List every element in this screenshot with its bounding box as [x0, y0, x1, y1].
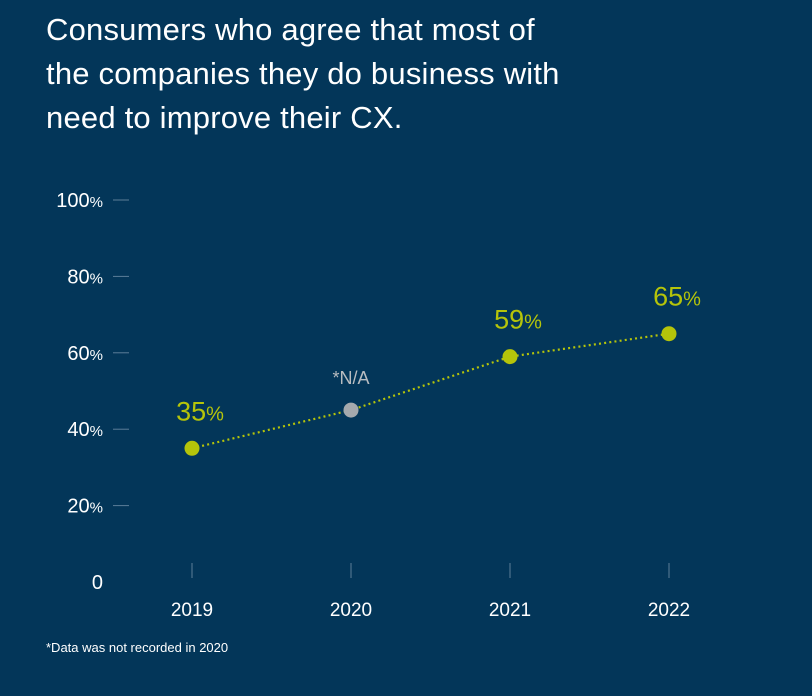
- x-tick-label: 2019: [171, 600, 213, 621]
- chart-title-line-2: the companies they do business with: [46, 56, 560, 91]
- y-tick-label: 20%: [67, 496, 103, 518]
- data-point: [661, 326, 677, 342]
- x-tick-label: 2020: [330, 600, 372, 621]
- chart-title-line-3: need to improve their CX.: [46, 100, 403, 135]
- data-label: 65%: [653, 282, 701, 312]
- data-label: *N/A: [332, 368, 369, 388]
- data-label: 59%: [494, 305, 542, 335]
- x-tick-label: 2022: [648, 600, 690, 621]
- series-line: [191, 332, 670, 450]
- y-tick-label: 0: [92, 572, 103, 594]
- data-point: [184, 440, 200, 456]
- data-point: [502, 349, 518, 365]
- chart-title: Consumers who agree that most of the com…: [46, 8, 606, 140]
- y-tick-label: 60%: [67, 343, 103, 365]
- chart-title-line-1: Consumers who agree that most of: [46, 12, 535, 47]
- y-tick-label: 40%: [67, 419, 103, 441]
- x-tick-label: 2021: [489, 600, 531, 621]
- data-label: 35%: [176, 396, 224, 426]
- data-point-missing: [343, 402, 359, 418]
- footnote: *Data was not recorded in 2020: [46, 640, 229, 655]
- y-tick-label: 80%: [67, 266, 103, 288]
- y-tick-label: 100%: [56, 190, 103, 212]
